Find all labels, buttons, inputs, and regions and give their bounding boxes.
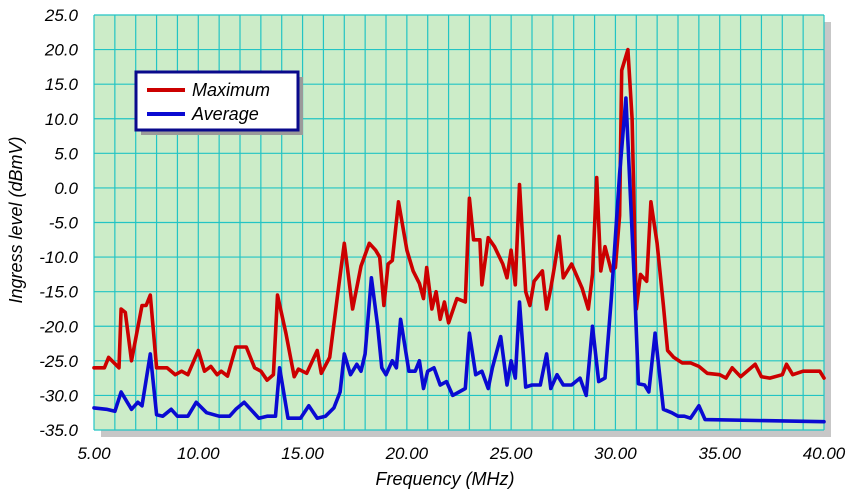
y-tick-label: 20.0 [44, 41, 79, 60]
y-tick-label: 5.0 [54, 144, 78, 163]
y-tick-label: -15.0 [39, 283, 78, 302]
y-tick-label: -25.0 [39, 352, 78, 371]
y-tick-label: 10.0 [45, 110, 79, 129]
x-tick-label: 15.00 [281, 444, 324, 463]
legend: Maximum Average [134, 70, 303, 135]
x-axis-title: Frequency (MHz) [375, 469, 514, 489]
x-tick-label: 30.00 [594, 444, 637, 463]
legend-label-average: Average [191, 104, 259, 124]
y-tick-label: -35.0 [39, 421, 78, 440]
x-tick-label: 35.00 [698, 444, 741, 463]
y-tick-label: -5.0 [49, 214, 79, 233]
y-tick-label: 15.0 [45, 75, 79, 94]
y-tick-label: -30.0 [39, 386, 78, 405]
x-tick-label: 10.00 [177, 444, 220, 463]
y-tick-label: 25.0 [44, 6, 79, 25]
series-line-average [92, 96, 826, 424]
y-tick-label: 0.0 [54, 179, 78, 198]
x-tick-label: 25.00 [489, 444, 533, 463]
legend-box [134, 70, 300, 132]
y-tick-label: -10.0 [39, 248, 78, 267]
legend-label-maximum: Maximum [192, 80, 270, 100]
y-axis-title: Ingress level (dBmV) [6, 136, 26, 303]
x-tick-label: 20.00 [385, 444, 429, 463]
series-layer [92, 47, 826, 424]
series-line-maximum [92, 47, 826, 383]
y-axis-ticks: 25.0 20.0 15.0 10.0 5.0 0.0 -5.0 -10.0 -15.0 -20.… [39, 6, 78, 440]
x-tick-label: 5.00 [77, 444, 111, 463]
x-tick-label: 40.00 [803, 444, 846, 463]
y-tick-label: -20.0 [39, 317, 78, 336]
x-axis-ticks: 5.00 10.00 15.00 20.00 25.00 30.00 35.00 40.00 [77, 444, 845, 463]
